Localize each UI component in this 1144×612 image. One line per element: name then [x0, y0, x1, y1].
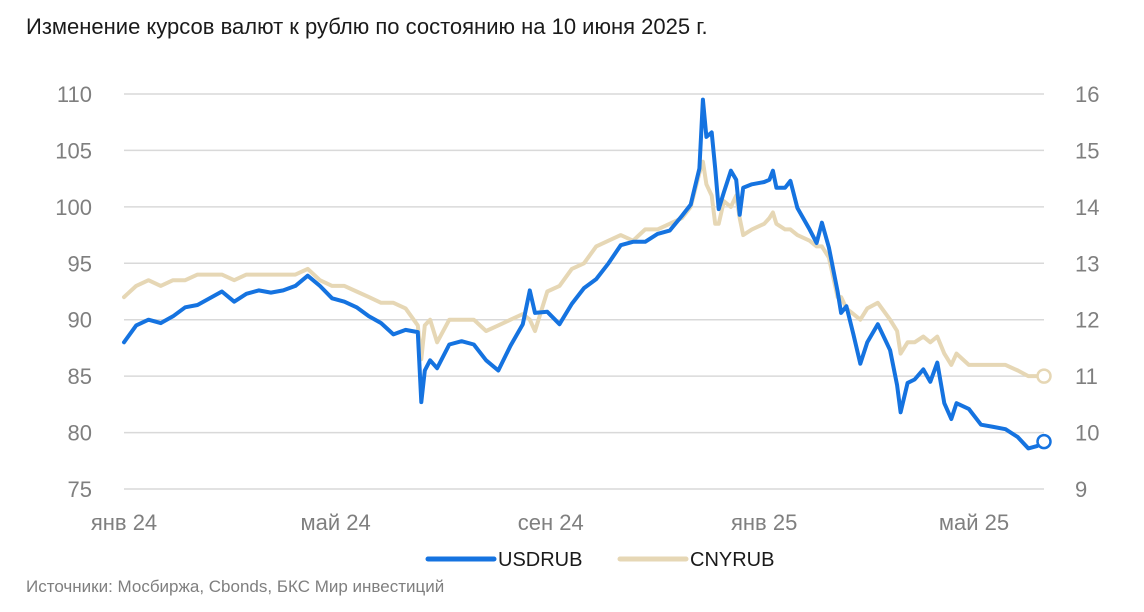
y-left-tick-label: 110 — [57, 82, 92, 107]
y-right-tick-label: 9 — [1075, 477, 1087, 502]
end-marker-usdrub — [1036, 433, 1052, 450]
y-left-tick-label: 80 — [68, 421, 92, 446]
y-left-tick-label: 105 — [55, 138, 92, 163]
x-tick-label: янв 24 — [91, 510, 157, 535]
grid-layer — [124, 93, 1044, 490]
y-right-tick-label: 12 — [1075, 308, 1099, 333]
y-right-tick-label: 13 — [1075, 251, 1099, 276]
y-left-tick-label: 75 — [68, 477, 92, 502]
legend-label-cnyrub: CNYRUB — [690, 549, 774, 571]
end-marker-cnyrub — [1036, 368, 1052, 384]
y-right-tick-label: 11 — [1075, 364, 1098, 389]
x-tick-label: сен 24 — [518, 510, 584, 535]
series-line-cnyrub — [122, 159, 1046, 379]
y-right-tick-label: 10 — [1075, 421, 1099, 446]
y-left-tick-label: 90 — [68, 308, 92, 333]
series-line-usdrub — [122, 97, 1046, 451]
legend: USDRUB CNYRUB — [425, 549, 774, 571]
x-tick-label: май 25 — [939, 510, 1009, 535]
chart-title: Изменение курсов валют к рублю по состоя… — [26, 14, 708, 39]
x-tick-label: май 24 — [301, 510, 371, 535]
y-left-tick-label: 100 — [55, 195, 92, 220]
axis-layer: 110 105 100 95 90 85 80 75 16 15 14 13 12 11 10 9 янв 24… — [55, 82, 1099, 535]
series-layer — [122, 97, 1052, 451]
chart-source: Источники: Мосбиржа, Cbonds, БКС Мир инв… — [26, 577, 445, 596]
y-right-tick-label: 16 — [1075, 82, 1099, 107]
y-right-tick-label: 15 — [1075, 138, 1099, 163]
y-right-tick-label: 14 — [1075, 195, 1099, 220]
y-left-tick-label: 85 — [68, 364, 92, 389]
y-left-tick-label: 95 — [68, 251, 92, 276]
legend-label-usdrub: USDRUB — [498, 549, 582, 571]
x-tick-label: янв 25 — [731, 510, 797, 535]
